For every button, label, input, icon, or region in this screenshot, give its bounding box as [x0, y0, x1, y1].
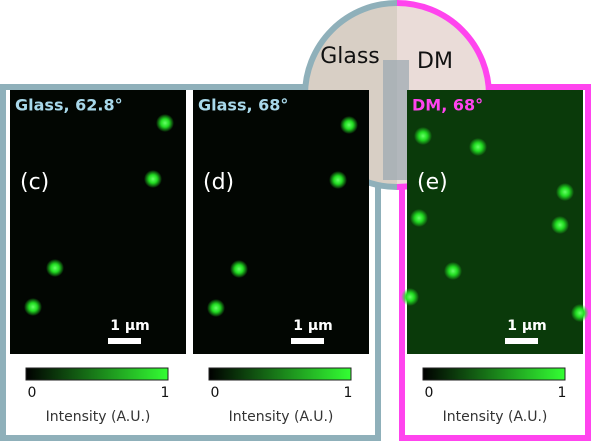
scale-bar: [505, 338, 538, 344]
panel-title: Glass, 62.8°: [15, 96, 123, 115]
emitter-spot: [551, 216, 569, 234]
edge-strip: [383, 60, 409, 180]
colorbar-min: 0: [425, 385, 434, 401]
panel-label: (c): [20, 170, 49, 195]
panel-title: Glass, 68°: [198, 96, 288, 115]
panel-title: DM, 68°: [412, 96, 483, 115]
colorbar-min: 0: [28, 385, 37, 401]
colorbar-min: 0: [211, 385, 220, 401]
scale-bar-label: 1 µm: [110, 318, 150, 334]
emitter-spot: [444, 262, 462, 280]
emitter-spot: [340, 116, 358, 134]
emitter-spot: [410, 209, 428, 227]
panel: Glass, 68° (d) 1 µm 0 1 Intensity (A.U.): [193, 90, 369, 425]
dm-label: DM: [417, 49, 453, 74]
colorbar: [422, 367, 566, 381]
colorbar-label: Intensity (A.U.): [229, 409, 334, 425]
panel-label: (e): [417, 170, 448, 195]
emitter-spot: [469, 138, 487, 156]
emitter-spot: [571, 304, 589, 322]
colorbar-label: Intensity (A.U.): [46, 409, 151, 425]
glass-label: Glass: [320, 44, 380, 69]
emitter-spot: [329, 171, 347, 189]
colorbar-max: 1: [344, 385, 353, 401]
panel: Glass, 62.8° (c) 1 µm 0 1 Intensity (A.U.): [10, 90, 186, 425]
scale-bar: [291, 338, 324, 344]
emitter-spot: [414, 127, 432, 145]
emitter-spot: [156, 114, 174, 132]
emitter-spot: [24, 298, 42, 316]
scale-bar-label: 1 µm: [507, 318, 547, 334]
colorbar: [25, 367, 169, 381]
panel: DM, 68° (e) 1 µm 0 1 Intensity (A.U.): [401, 90, 589, 425]
colorbar: [208, 367, 352, 381]
emitter-spot: [46, 259, 64, 277]
emitter-spot: [401, 288, 419, 306]
colorbar-max: 1: [558, 385, 567, 401]
scale-bar-label: 1 µm: [293, 318, 333, 334]
colorbar-max: 1: [161, 385, 170, 401]
colorbar-label: Intensity (A.U.): [443, 409, 548, 425]
emitter-spot: [207, 299, 225, 317]
emitter-spot: [230, 260, 248, 278]
emitter-spot: [144, 170, 162, 188]
scale-bar: [108, 338, 141, 344]
emitter-spot: [556, 183, 574, 201]
panel-label: (d): [203, 170, 234, 195]
